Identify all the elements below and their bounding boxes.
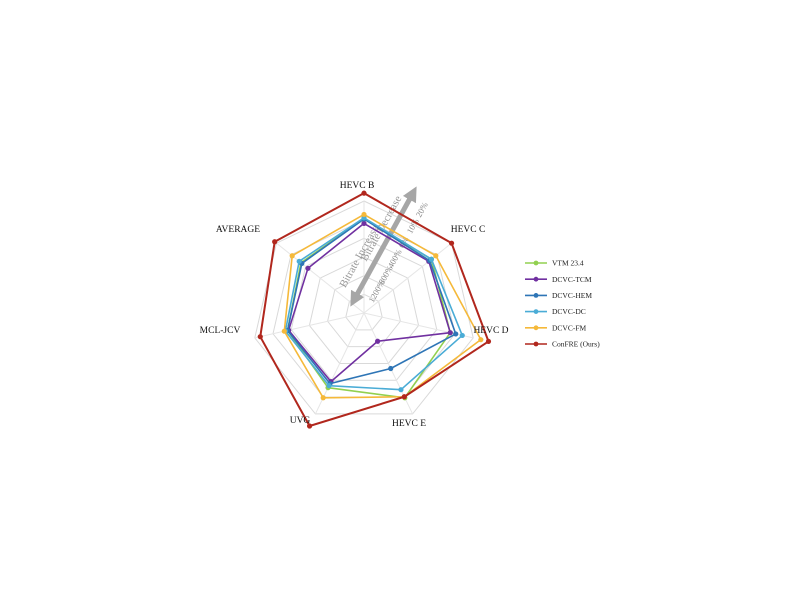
legend-swatch-marker (533, 325, 539, 331)
bitrate-arrow-line (350, 186, 417, 307)
axis-label-mcl-jcv: MCL-JCV (200, 326, 241, 336)
data-point (448, 240, 455, 246)
axis-label-hevc-c: HEVC C (451, 225, 486, 235)
series-confre-ours- (257, 190, 492, 429)
legend-label: DCVC-HEM (552, 291, 592, 300)
legend-swatch-marker (533, 260, 539, 266)
data-point (398, 387, 404, 393)
grid-ring (290, 237, 438, 381)
data-point (447, 330, 453, 336)
axis-label-average: AVERAGE (216, 225, 260, 235)
legend-label: ConFRE (Ours) (552, 340, 600, 349)
legend-entry: VTM 23.4 (525, 259, 584, 268)
legend: VTM 23.4 DCVC-TCM DCVC-HEM DCVC-DC DCVC-FM Co… (525, 259, 600, 349)
legend-swatch-marker (533, 309, 539, 314)
legend-swatch-marker (533, 276, 539, 282)
data-point (478, 337, 484, 343)
data-point (459, 332, 465, 339)
series-line (286, 218, 452, 399)
legend-swatch-marker (533, 341, 539, 347)
axis-label-hevc-b: HEVC B (340, 181, 375, 191)
data-point (306, 423, 313, 429)
axis-labels: HEVC B HEVC C HEVC D HEVC E UVG MCL-JCV AVERAG… (200, 181, 509, 429)
data-point (361, 190, 367, 196)
series-dcvc-dc (282, 215, 465, 393)
grid-spoke (254, 312, 365, 339)
data-point (433, 253, 439, 259)
legend-label: DCVC-FM (552, 323, 587, 332)
legend-label: VTM 23.4 (552, 259, 584, 268)
legend-entry: DCVC-DC (525, 307, 586, 316)
data-point (272, 239, 278, 245)
legend-entry: DCVC-FM (525, 323, 587, 332)
axis-label-uvg: UVG (290, 416, 311, 426)
series-line (287, 222, 452, 383)
data-point (401, 394, 407, 400)
legend-entry: DCVC-HEM (525, 291, 592, 300)
legend-entry: DCVC-TCM (525, 275, 592, 284)
series-line (286, 218, 457, 385)
legend-label: DCVC-TCM (552, 275, 592, 284)
data-point (326, 383, 332, 389)
ring-tick-label: 20% (414, 200, 430, 218)
data-point (428, 256, 435, 262)
legend-entry: ConFRE (Ours) (525, 340, 600, 349)
data-point (485, 338, 492, 345)
ring-tick-label: 400% (385, 247, 403, 269)
data-point (388, 365, 394, 372)
series-dcvc-fm (281, 211, 484, 401)
data-point (361, 220, 367, 226)
ring-tick-label: 10% (404, 217, 420, 235)
series-line (283, 213, 482, 399)
data-point (320, 395, 326, 401)
data-point (289, 253, 295, 259)
series-line (284, 217, 464, 391)
data-point (257, 334, 263, 340)
axis-label-hevc-d: HEVC D (473, 326, 508, 336)
axis-label-hevc-e: HEVC E (392, 419, 426, 429)
series-line (259, 192, 490, 428)
data-point (296, 258, 302, 264)
data-point (281, 328, 287, 334)
data-point (361, 211, 367, 218)
data-point (305, 265, 311, 271)
legend-swatch-marker (533, 293, 539, 298)
data-point (453, 331, 459, 337)
series-layer (257, 190, 492, 429)
data-point (375, 338, 381, 344)
legend-label: DCVC-DC (552, 307, 586, 316)
